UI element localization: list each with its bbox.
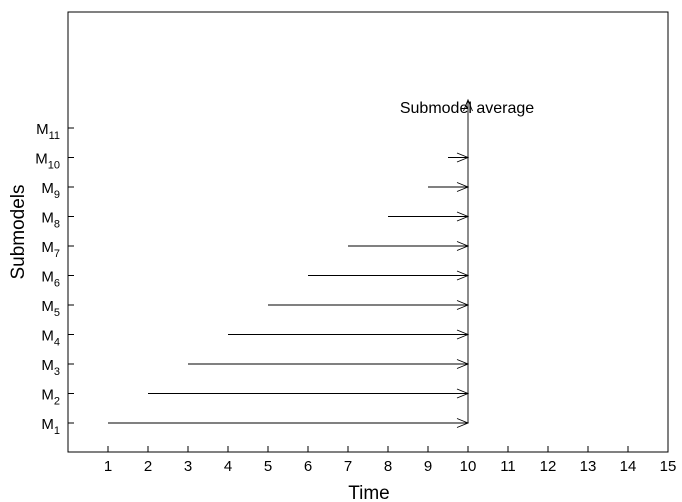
y-tick-label-base: M [41,357,54,374]
plot-frame [67,11,669,453]
y-tick-label-subscript: 3 [54,366,60,378]
x-tick-label: 11 [500,458,516,475]
x-tick-label: 2 [144,458,152,475]
y-tick-label: M7 [41,239,60,260]
y-tick-label-subscript: 5 [54,307,60,319]
x-axis-label: Time [348,483,390,502]
y-tick-label-base: M [41,180,54,197]
y-tick-label-subscript: 11 [49,130,60,142]
average-arrow-group [463,98,473,423]
y-tick-label-base: M [41,416,54,433]
submodel-arrows [108,152,470,428]
x-tick-label: 12 [540,458,557,475]
y-tick-label-subscript: 9 [54,189,60,201]
y-tick-label-base: M [41,298,54,315]
x-tick-label: 10 [460,458,477,475]
y-tick-label-subscript: 2 [54,396,60,408]
x-tick-label: 1 [104,458,112,475]
y-tick-label-base: M [41,210,54,227]
x-tick-label: 3 [184,458,192,475]
y-tick-label: M11 [36,121,60,142]
y-axis-label: Submodels [8,184,29,279]
y-tick-label-base: M [41,239,54,256]
y-tick-label-subscript: 10 [48,160,60,172]
y-tick-label: M1 [41,416,60,437]
y-tick-label: M9 [41,180,60,201]
y-tick-label: M5 [41,298,60,319]
y-tick-label-subscript: 7 [54,248,60,260]
average-arrow-head [463,98,473,112]
y-tick-label: M3 [41,357,60,378]
x-axis-ticks: 1 2 3 4 5 6 7 8 9 10 11 12 13 14 15 [104,446,677,475]
x-tick-label: 9 [424,458,432,475]
y-tick-label-subscript: 8 [54,219,60,231]
y-tick-label-base: M [35,151,48,168]
y-tick-label: M4 [41,328,60,349]
x-tick-label: 15 [660,458,677,475]
x-tick-label: 13 [580,458,597,475]
y-tick-label-subscript: 4 [54,337,60,349]
y-tick-label: M10 [35,151,60,172]
y-tick-label-base: M [41,387,54,404]
y-tick-label-base: M [41,328,54,345]
x-tick-label: 4 [224,458,232,475]
y-tick-label-subscript: 1 [54,425,60,437]
x-tick-label: 5 [264,458,272,475]
x-tick-label: 8 [384,458,392,475]
y-tick-label-base: M [36,121,49,138]
y-tick-label: M8 [41,210,60,231]
annotation-submodel-average: Submodel average [400,100,534,117]
x-tick-label: 14 [620,458,637,475]
y-tick-label-base: M [41,269,54,286]
y-tick-label: M2 [41,387,60,408]
y-tick-label-subscript: 6 [54,278,60,290]
x-tick-label: 7 [344,458,352,475]
y-tick-label: M6 [41,269,60,290]
x-tick-label: 6 [304,458,312,475]
